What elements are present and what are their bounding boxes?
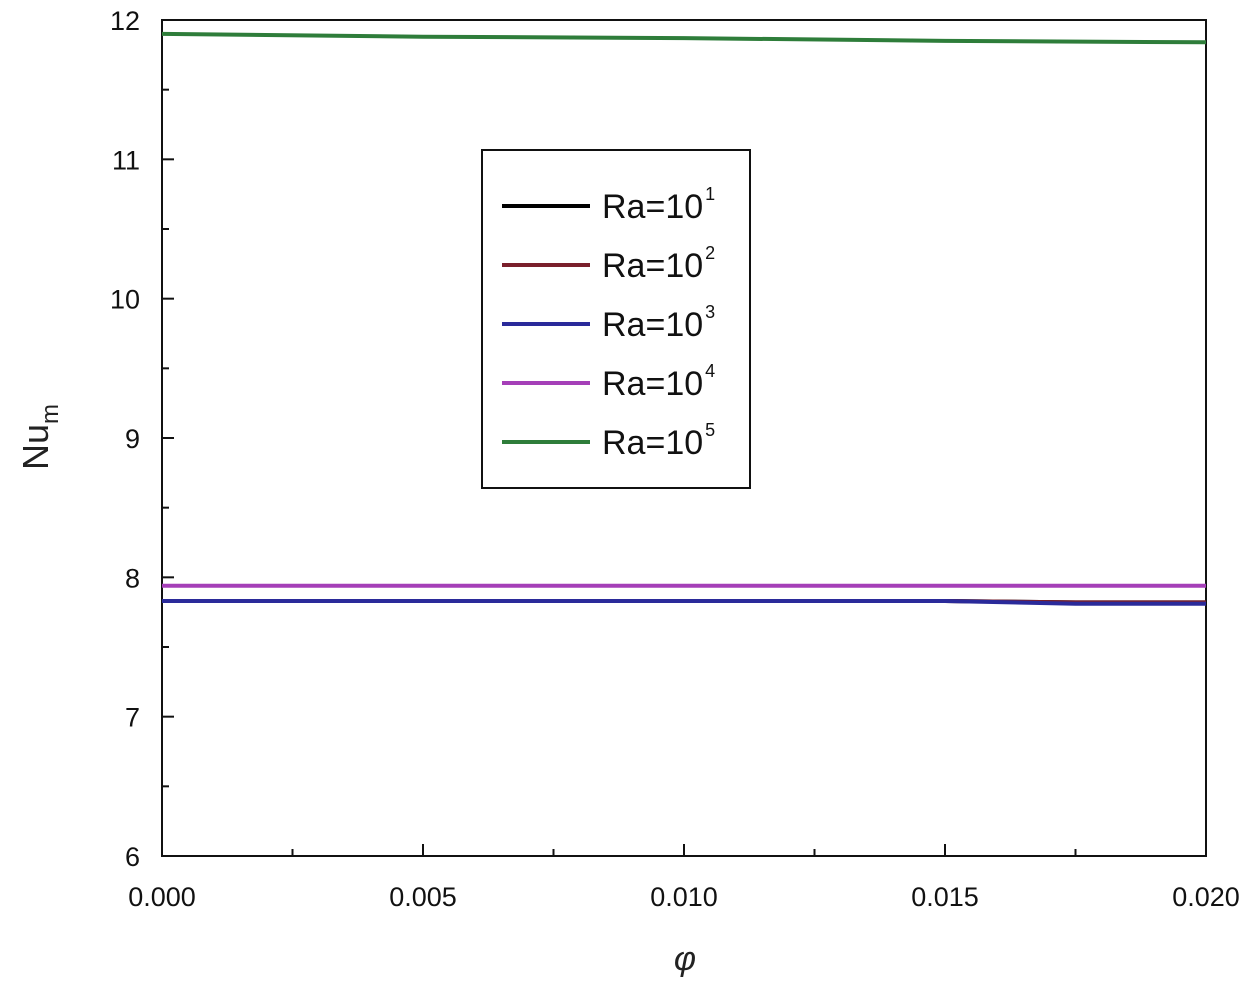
y-tick-label: 12 (110, 6, 140, 36)
x-tick-label: 0.015 (911, 882, 979, 912)
y-tick-label: 7 (125, 703, 140, 733)
y-tick-label: 10 (110, 285, 140, 315)
y-axis-label: Nu (15, 424, 56, 470)
y-axis-title: Num (15, 404, 64, 470)
series-line-ra-10-5 (161, 31, 1207, 45)
legend-label-ra-10-5: Ra=10 5 (602, 420, 715, 462)
y-tick-label: 9 (125, 424, 140, 454)
x-tick-label: 0.020 (1172, 882, 1240, 912)
y-tick-label: 11 (112, 145, 140, 175)
legend-label-ra-10-2: Ra=10 2 (602, 243, 715, 285)
x-tick-label: 0.005 (389, 882, 457, 912)
x-axis-label: φ (674, 940, 696, 978)
svg-text:Num: Num (15, 404, 64, 470)
series-lines (161, 31, 1207, 606)
series-line-ra-10-3 (162, 599, 1206, 606)
y-axis-label-subscript: m (37, 404, 64, 424)
x-tick-label: 0.010 (650, 882, 718, 912)
legend-label-ra-10-4: Ra=10 4 (602, 361, 715, 403)
y-tick-label: 8 (125, 563, 140, 593)
y-tick-label: 6 (125, 842, 140, 872)
legend-label-ra-10-3: Ra=10 3 (602, 302, 715, 344)
legend: Ra=10 1 Ra=10 2 Ra=10 3 Ra=10 4 Ra=10 5 (481, 149, 751, 489)
axis-ticks: 0.000 0.005 0.010 0.015 0.020 6 7 8 9 10 11 12 (110, 6, 1240, 912)
legend-label-ra-10-1: Ra=10 1 (602, 184, 715, 226)
x-tick-label: 0.000 (128, 882, 196, 912)
x-axis-title: φ (674, 940, 696, 978)
